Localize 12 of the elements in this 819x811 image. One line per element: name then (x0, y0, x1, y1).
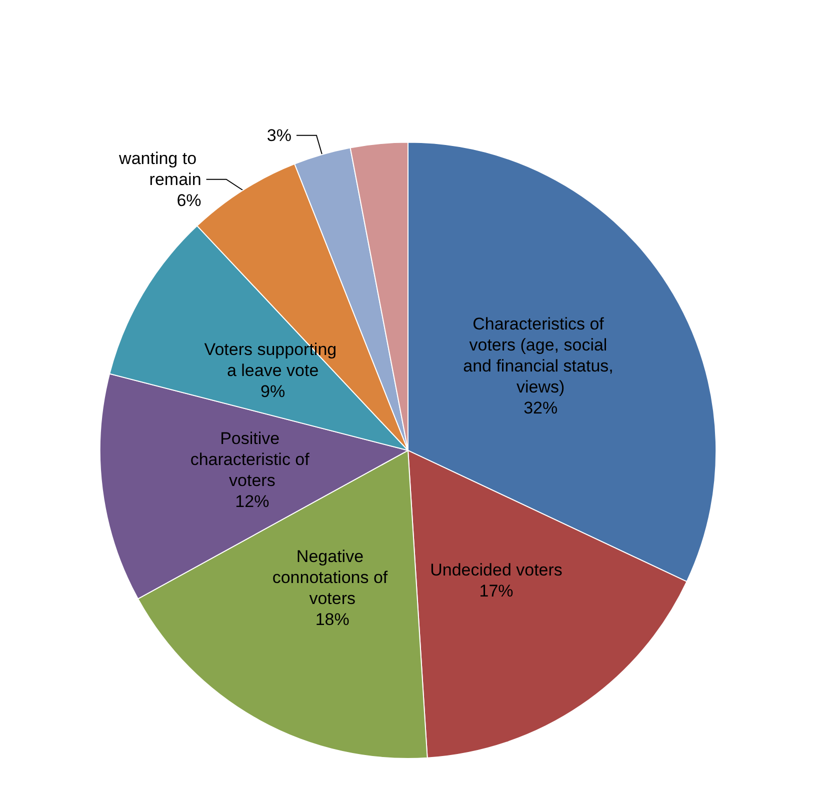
data-label: 32% (524, 398, 558, 418)
slice-label: Negative connotations of voters (272, 547, 392, 608)
data-label: 18% (315, 610, 350, 630)
slice-label: Undecided voters (430, 560, 562, 580)
data-label: 12% (235, 492, 270, 512)
data-label: 9% (260, 382, 286, 401)
slice-label: Positive characteristic of voters (190, 429, 314, 490)
slice-label: Characteristics of voters (age, social and financial status, views) (463, 314, 618, 397)
data-label: 6% (176, 190, 202, 210)
data-label: 17% (479, 581, 514, 600)
slice-label: wanting to remain (118, 148, 202, 189)
data-label: 3% (266, 126, 292, 145)
